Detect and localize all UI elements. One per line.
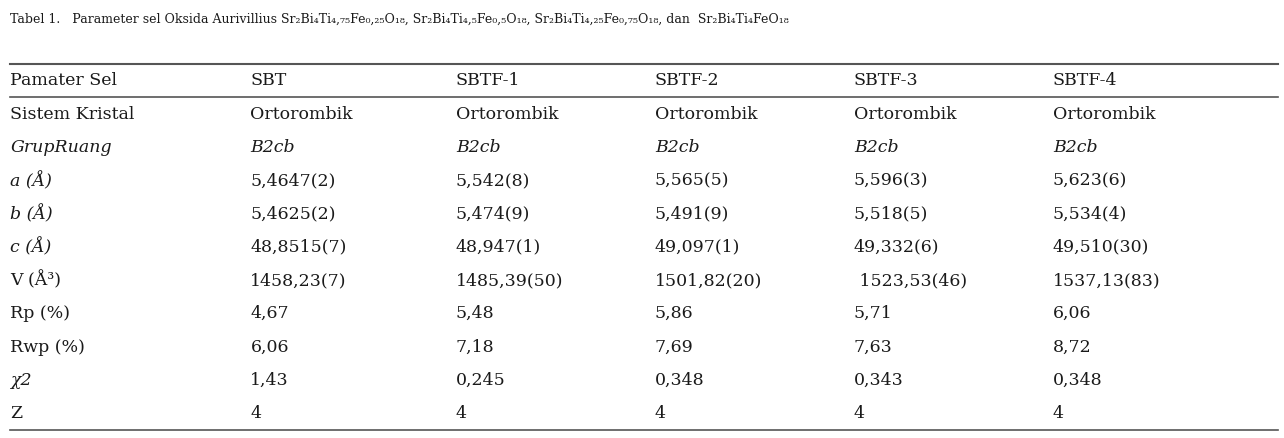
Text: B2cb: B2cb bbox=[854, 139, 899, 156]
Text: 5,534(4): 5,534(4) bbox=[1053, 205, 1127, 223]
Text: 0,348: 0,348 bbox=[655, 372, 705, 389]
Text: Ortorombik: Ortorombik bbox=[1053, 106, 1156, 123]
Text: 1485,39(50): 1485,39(50) bbox=[456, 272, 564, 289]
Text: B2cb: B2cb bbox=[655, 139, 700, 156]
Text: 4,67: 4,67 bbox=[250, 305, 289, 322]
Text: 8,72: 8,72 bbox=[1053, 339, 1091, 356]
Text: 4: 4 bbox=[456, 405, 467, 422]
Text: 48,8515(7): 48,8515(7) bbox=[250, 239, 347, 256]
Text: V (Å³): V (Å³) bbox=[10, 271, 62, 290]
Text: 6,06: 6,06 bbox=[1053, 305, 1091, 322]
Text: 7,69: 7,69 bbox=[655, 339, 693, 356]
Text: 48,947(1): 48,947(1) bbox=[456, 239, 541, 256]
Text: 5,565(5): 5,565(5) bbox=[655, 172, 729, 189]
Text: B2cb: B2cb bbox=[1053, 139, 1098, 156]
Text: Ortorombik: Ortorombik bbox=[854, 106, 957, 123]
Text: 49,332(6): 49,332(6) bbox=[854, 239, 940, 256]
Text: 4: 4 bbox=[1053, 405, 1064, 422]
Text: 5,86: 5,86 bbox=[655, 305, 693, 322]
Text: 49,510(30): 49,510(30) bbox=[1053, 239, 1149, 256]
Text: Rwp (%): Rwp (%) bbox=[10, 339, 85, 356]
Text: B2cb: B2cb bbox=[250, 139, 295, 156]
Text: Z: Z bbox=[10, 405, 22, 422]
Text: 5,623(6): 5,623(6) bbox=[1053, 172, 1127, 189]
Text: 5,48: 5,48 bbox=[456, 305, 494, 322]
Text: 1,43: 1,43 bbox=[250, 372, 289, 389]
Text: 6,06: 6,06 bbox=[250, 339, 289, 356]
Text: 4: 4 bbox=[250, 405, 262, 422]
Text: B2cb: B2cb bbox=[456, 139, 501, 156]
Text: c (Å): c (Å) bbox=[10, 238, 51, 257]
Text: 0,245: 0,245 bbox=[456, 372, 506, 389]
Text: 5,71: 5,71 bbox=[854, 305, 892, 322]
Text: 4: 4 bbox=[854, 405, 865, 422]
Text: Ortorombik: Ortorombik bbox=[250, 106, 353, 123]
Text: 1537,13(83): 1537,13(83) bbox=[1053, 272, 1161, 289]
Text: 7,18: 7,18 bbox=[456, 339, 494, 356]
Text: 4: 4 bbox=[655, 405, 666, 422]
Text: SBTF-1: SBTF-1 bbox=[456, 72, 520, 89]
Text: 1458,23(7): 1458,23(7) bbox=[250, 272, 347, 289]
Text: 5,596(3): 5,596(3) bbox=[854, 172, 928, 189]
Text: Rp (%): Rp (%) bbox=[10, 305, 71, 322]
Text: 5,4647(2): 5,4647(2) bbox=[250, 172, 335, 189]
Text: Ortorombik: Ortorombik bbox=[655, 106, 758, 123]
Text: SBT: SBT bbox=[250, 72, 286, 89]
Text: 7,63: 7,63 bbox=[854, 339, 892, 356]
Text: χ2: χ2 bbox=[10, 372, 32, 389]
Text: 5,4625(2): 5,4625(2) bbox=[250, 205, 336, 223]
Text: SBTF-4: SBTF-4 bbox=[1053, 72, 1117, 89]
Text: 5,491(9): 5,491(9) bbox=[655, 205, 729, 223]
Text: Tabel 1.   Parameter sel Oksida Aurivillius Sr₂Bi₄Ti₄,₇₅Fe₀,₂₅O₁₈, Sr₂Bi₄Ti₄,₅Fe: Tabel 1. Parameter sel Oksida Aurivilliu… bbox=[10, 13, 790, 26]
Text: GrupRuang: GrupRuang bbox=[10, 139, 112, 156]
Text: SBTF-2: SBTF-2 bbox=[655, 72, 719, 89]
Text: 5,518(5): 5,518(5) bbox=[854, 205, 928, 223]
Text: Pamater Sel: Pamater Sel bbox=[10, 72, 117, 89]
Text: b (Å): b (Å) bbox=[10, 205, 53, 223]
Text: 1501,82(20): 1501,82(20) bbox=[655, 272, 763, 289]
Text: a (Å): a (Å) bbox=[10, 171, 53, 190]
Text: SBTF-3: SBTF-3 bbox=[854, 72, 918, 89]
Text: 1523,53(46): 1523,53(46) bbox=[854, 272, 967, 289]
Text: Ortorombik: Ortorombik bbox=[456, 106, 559, 123]
Text: 5,542(8): 5,542(8) bbox=[456, 172, 530, 189]
Text: 0,343: 0,343 bbox=[854, 372, 904, 389]
Text: Sistem Kristal: Sistem Kristal bbox=[10, 106, 135, 123]
Text: 5,474(9): 5,474(9) bbox=[456, 205, 530, 223]
Text: 49,097(1): 49,097(1) bbox=[655, 239, 740, 256]
Text: 0,348: 0,348 bbox=[1053, 372, 1103, 389]
